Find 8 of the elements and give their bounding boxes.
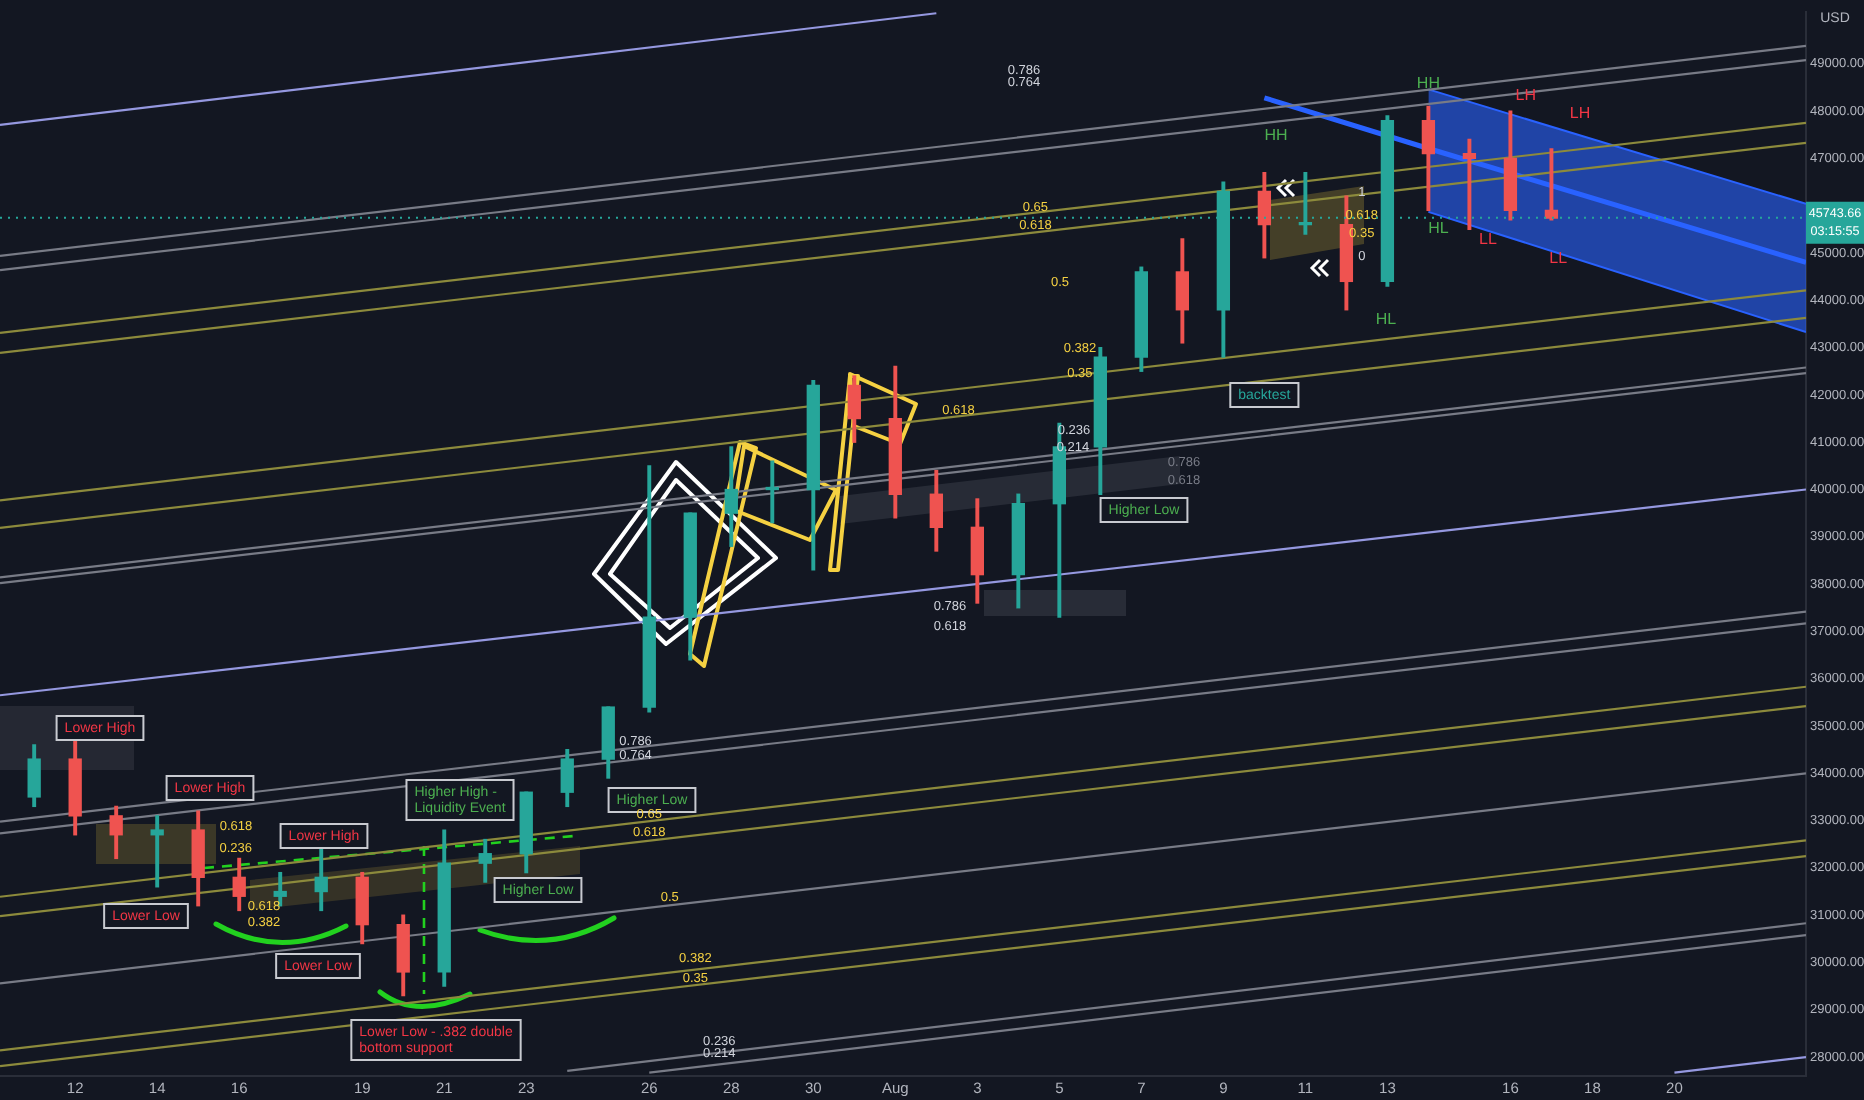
annotation: HH [1264, 126, 1288, 145]
annotation: LL [1549, 249, 1569, 268]
annotation: LH [1515, 85, 1537, 104]
annotation: LH [1569, 104, 1591, 123]
annotation: HL [1375, 310, 1398, 329]
annotation: HH [1416, 74, 1441, 93]
annotation: HL [1428, 218, 1450, 237]
annotation: LL [1479, 230, 1498, 249]
